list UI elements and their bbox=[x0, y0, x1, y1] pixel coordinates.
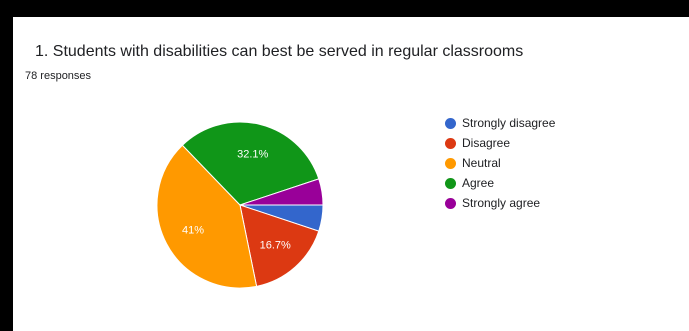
legend-item-agree[interactable]: Agree bbox=[445, 173, 555, 193]
chart-card: 1. Students with disabilities can best b… bbox=[13, 17, 689, 331]
legend-item-disagree[interactable]: Disagree bbox=[445, 133, 555, 153]
legend-swatch bbox=[445, 137, 456, 149]
response-count: 78 responses bbox=[25, 70, 92, 82]
legend-label: Disagree bbox=[462, 136, 511, 150]
legend-label: Agree bbox=[462, 176, 495, 190]
slice-label-disagree: 16.7% bbox=[260, 240, 291, 252]
slice-label-neutral: 41% bbox=[182, 225, 204, 237]
legend-swatch bbox=[445, 157, 456, 169]
legend-item-neutral[interactable]: Neutral bbox=[445, 153, 555, 173]
pie-slice-disagree[interactable] bbox=[239, 204, 320, 287]
legend-swatch bbox=[445, 117, 456, 129]
legend-label: Strongly disagree bbox=[462, 116, 556, 130]
pie-chart: 16.7% 41% 32.1% bbox=[156, 121, 324, 289]
legend-swatch bbox=[445, 197, 456, 209]
legend-label: Strongly agree bbox=[462, 196, 541, 210]
pie-slice-neutral[interactable] bbox=[156, 144, 258, 289]
chart-title: 1. Students with disabilities can best b… bbox=[35, 43, 524, 60]
legend-item-strongly-disagree[interactable]: Strongly disagree bbox=[445, 113, 555, 133]
pie-slice-strongly-agree[interactable] bbox=[239, 178, 324, 206]
chart-legend: Strongly disagree Disagree Neutral Agree Str… bbox=[445, 113, 555, 213]
legend-item-strongly-agree[interactable]: Strongly agree bbox=[445, 193, 555, 213]
slice-label-agree: 32.1% bbox=[237, 148, 268, 160]
pie-slice-agree[interactable] bbox=[181, 121, 320, 206]
legend-label: Neutral bbox=[462, 156, 501, 170]
legend-swatch bbox=[445, 177, 456, 189]
